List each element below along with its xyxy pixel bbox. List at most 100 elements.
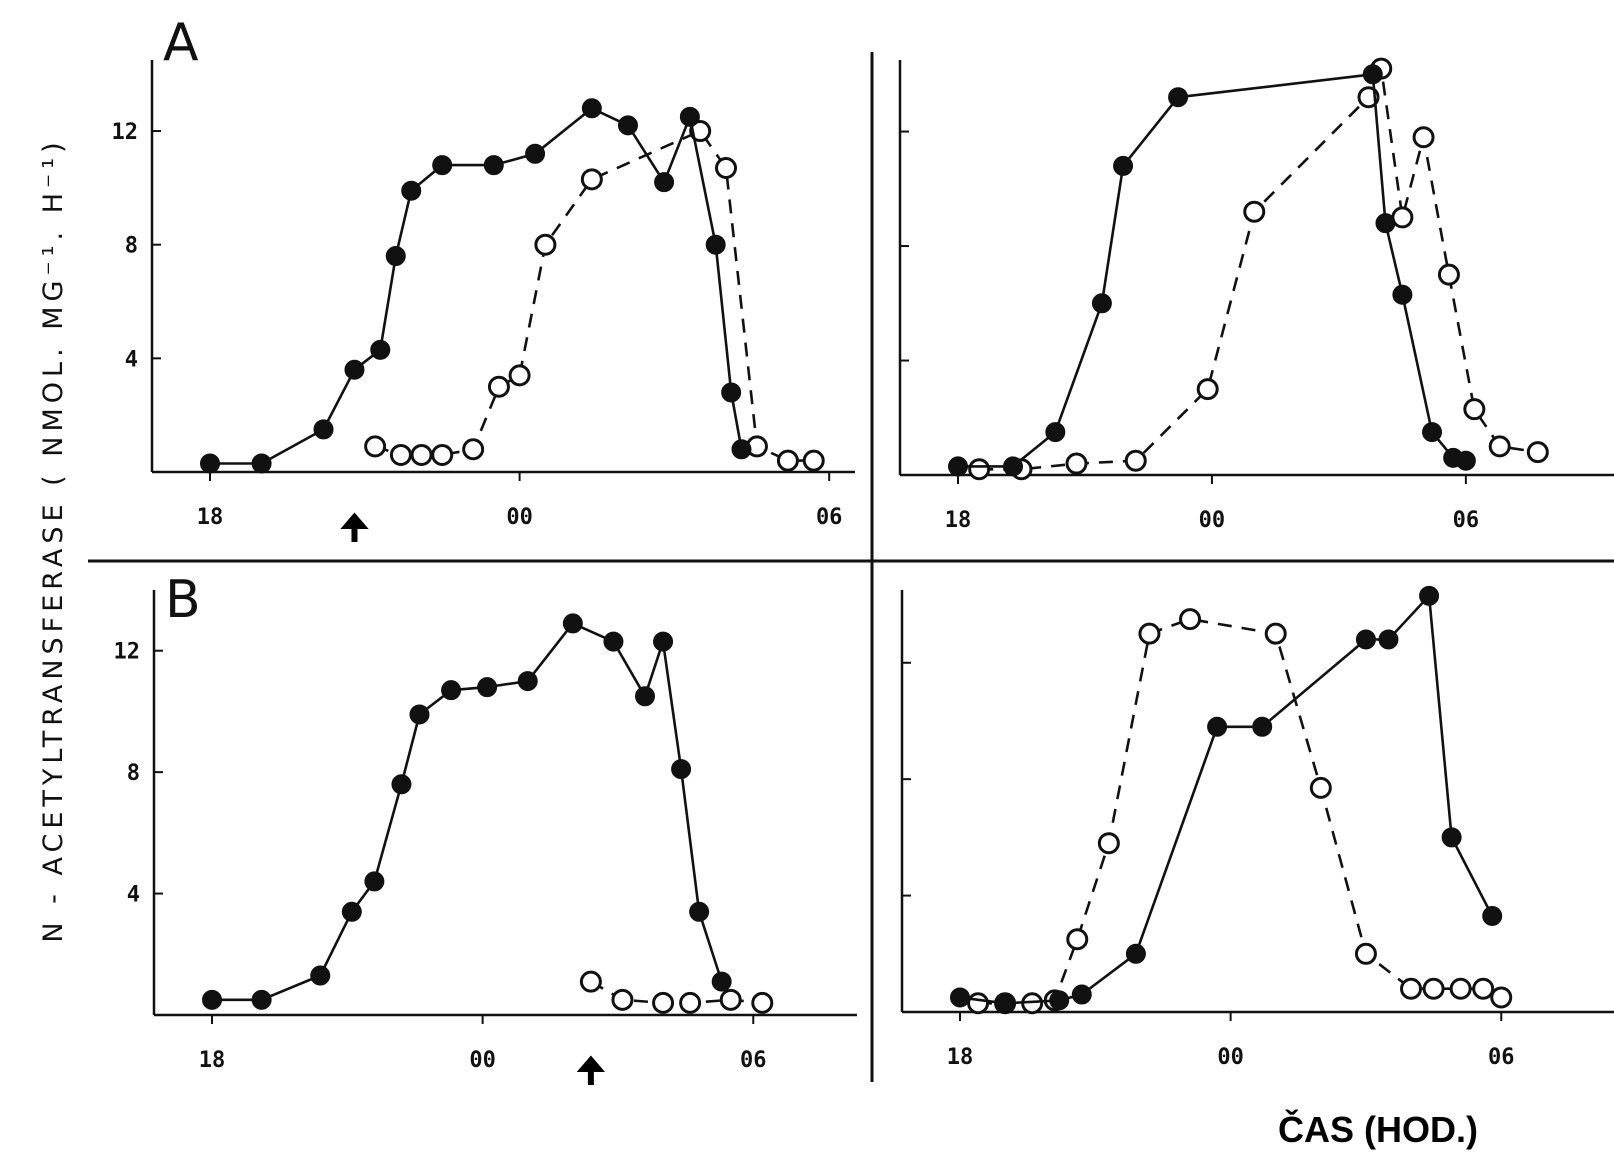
data-point-open — [1526, 441, 1549, 464]
x-tick-label: 00 — [1217, 1045, 1244, 1070]
data-point-open — [534, 233, 557, 256]
data-point-filled — [1168, 87, 1189, 108]
data-point-open — [719, 988, 742, 1011]
data-point-filled — [200, 453, 220, 474]
data-point-open — [1400, 977, 1423, 1000]
data-point-open — [1065, 452, 1088, 475]
data-point-open — [508, 364, 531, 387]
data-point-open — [611, 988, 634, 1011]
panel-label-b: B — [165, 570, 201, 630]
data-point-filled — [1392, 284, 1413, 305]
data-point-filled — [391, 774, 412, 795]
y-tick-label: 4 — [125, 347, 138, 372]
chart-2: 4 8 12 18 00 06 — [114, 590, 857, 1085]
data-point-filled — [1378, 629, 1399, 650]
data-point-filled — [385, 246, 406, 267]
series-filled — [202, 613, 732, 1010]
series-open — [364, 120, 825, 472]
data-point-filled — [689, 901, 710, 922]
data-point-open — [1412, 126, 1435, 149]
data-point-open — [967, 992, 990, 1015]
data-point-filled — [731, 439, 752, 460]
data-point-filled — [364, 871, 385, 892]
data-point-filled — [483, 155, 504, 176]
panel-dividers — [88, 52, 1614, 1082]
data-point-open — [364, 435, 387, 458]
data-point-filled — [654, 172, 675, 193]
data-point-filled — [1362, 64, 1383, 85]
data-point-filled — [1355, 629, 1376, 650]
series-filled — [200, 98, 752, 474]
data-point-filled — [1207, 716, 1228, 737]
data-point-filled — [671, 759, 692, 780]
data-point-open — [579, 970, 602, 993]
data-point-filled — [1375, 213, 1396, 234]
data-point-filled — [310, 965, 331, 986]
x-tick-label: 18 — [199, 1048, 226, 1073]
series-open — [967, 608, 1513, 1015]
data-point-open — [1264, 622, 1287, 645]
data-point-open — [1449, 977, 1472, 1000]
x-tick-label: 06 — [1453, 508, 1480, 533]
arrow-head — [576, 1055, 606, 1072]
data-point-open — [580, 168, 603, 191]
x-tick-label: 18 — [945, 508, 972, 533]
x-tick-label: 06 — [740, 1048, 767, 1073]
series-open — [579, 970, 774, 1014]
data-point-filled — [1091, 293, 1112, 314]
data-point-filled — [653, 631, 674, 652]
data-point-open — [689, 120, 712, 143]
data-point-open — [1097, 832, 1120, 855]
y-tick-label: 12 — [114, 640, 141, 665]
series-filled — [948, 64, 1476, 477]
chart-0: 4 8 12 18 00 06 — [112, 60, 855, 542]
data-point-open — [1243, 200, 1266, 223]
data-point-filled — [1125, 943, 1146, 964]
data-point-open — [1196, 378, 1219, 401]
data-point-open — [968, 458, 991, 481]
data-point-filled — [409, 704, 430, 725]
arrow-marker — [576, 1055, 606, 1085]
data-point-filled — [679, 106, 700, 127]
data-point-filled — [995, 993, 1016, 1014]
data-point-open — [1124, 449, 1147, 472]
data-point-filled — [1003, 456, 1024, 477]
data-point-filled — [1441, 827, 1462, 848]
series-line — [210, 107, 743, 465]
data-point-open — [1488, 435, 1511, 458]
y-tick-label: 8 — [125, 234, 138, 259]
data-point-filled — [617, 115, 638, 136]
x-tick-label: 18 — [947, 1045, 974, 1070]
data-point-filled — [341, 901, 362, 922]
data-point-filled — [370, 339, 391, 360]
data-point-open — [1437, 263, 1460, 286]
series-line — [978, 617, 1502, 1005]
chart-3: 18 00 06 — [900, 585, 1614, 1070]
data-point-filled — [581, 98, 602, 119]
data-point-filled — [251, 989, 272, 1010]
arrow-marker — [340, 512, 369, 542]
data-point-filled — [401, 180, 422, 201]
data-point-filled — [950, 987, 970, 1008]
series-line — [212, 622, 723, 1002]
data-point-open — [1472, 977, 1495, 1000]
panel-label-a: A — [163, 13, 199, 73]
data-point-filled — [635, 686, 656, 707]
y-tick-label: 4 — [127, 883, 140, 908]
data-point-filled — [1419, 585, 1440, 606]
data-point-filled — [432, 155, 453, 176]
data-point-filled — [477, 677, 498, 698]
data-point-open — [1138, 622, 1161, 645]
data-point-open — [802, 449, 825, 472]
data-point-filled — [948, 456, 968, 477]
data-point-filled — [1071, 984, 1092, 1005]
data-point-filled — [517, 671, 538, 692]
data-point-open — [715, 156, 737, 179]
data-point-filled — [1045, 422, 1066, 443]
x-tick-label: 00 — [1199, 508, 1226, 533]
data-point-open — [1490, 986, 1513, 1009]
y-tick-label: 12 — [112, 120, 139, 145]
x-axis-title: ČAS (HOD.) — [1278, 1108, 1478, 1150]
data-point-open — [1422, 977, 1445, 1000]
data-point-open — [410, 443, 433, 466]
